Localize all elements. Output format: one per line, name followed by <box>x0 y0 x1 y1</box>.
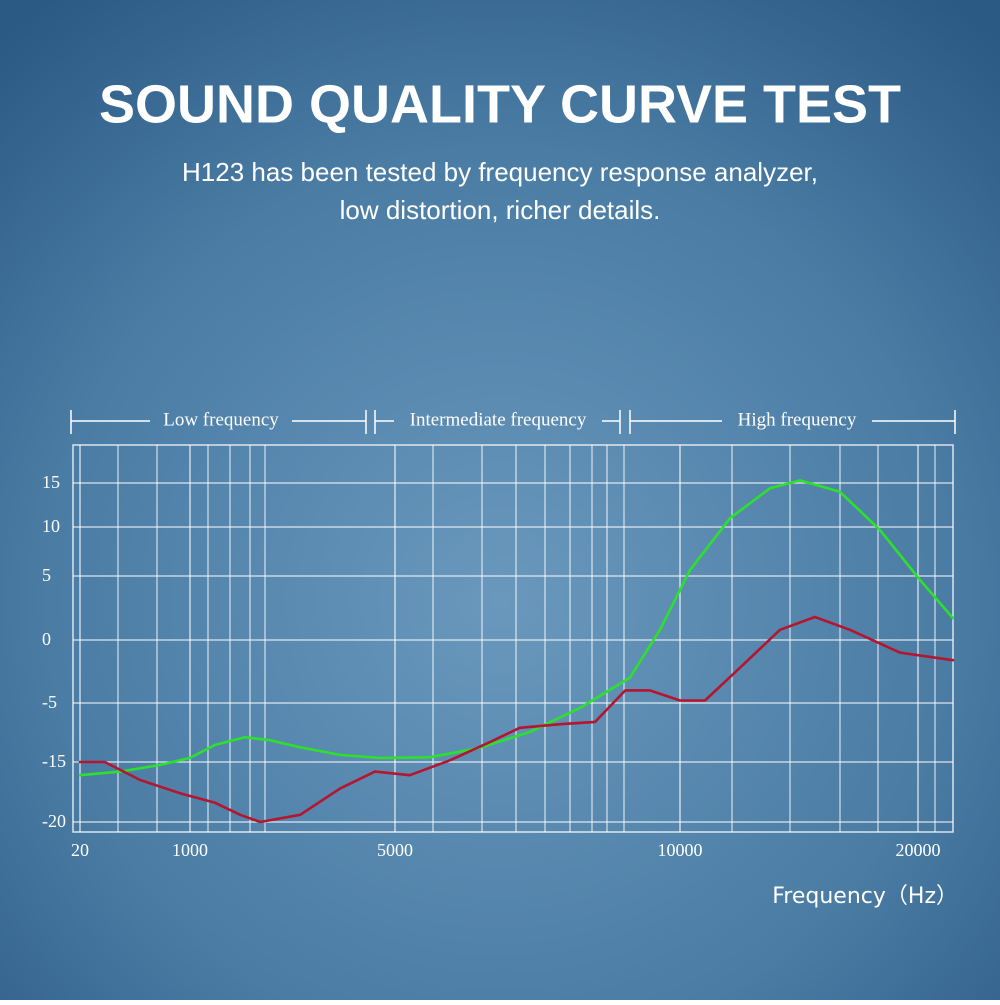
plot-frame <box>72 444 954 833</box>
x-tick-label: 5000 <box>377 840 413 860</box>
y-tick-label: 15 <box>42 472 60 492</box>
subtitle: H123 has been tested by frequency respon… <box>182 157 818 187</box>
x-tick-label: 1000 <box>172 840 208 860</box>
y-tick-label: -20 <box>42 811 66 831</box>
y-tick-label: 10 <box>42 516 60 536</box>
series-line <box>78 615 955 824</box>
x-tick-label: 20 <box>71 840 89 860</box>
y-tick-label: -15 <box>42 751 66 771</box>
band-label: High frequency <box>738 409 857 430</box>
x-tick-label: 10000 <box>658 840 703 860</box>
band-label: Intermediate frequency <box>410 409 587 430</box>
y-tick-label: 0 <box>42 629 51 649</box>
y-tick-label: -5 <box>42 692 57 712</box>
x-axis-label: Frequency（Hz） <box>772 884 958 909</box>
band-label: Low frequency <box>163 409 279 430</box>
subtitle: low distortion, richer details. <box>340 195 661 225</box>
chart-title: SOUND QUALITY CURVE TEST <box>99 74 901 134</box>
band-brackets <box>70 410 956 434</box>
x-tick-label: 20000 <box>896 840 941 860</box>
y-tick-label: 5 <box>42 565 51 585</box>
series-line <box>78 479 955 777</box>
